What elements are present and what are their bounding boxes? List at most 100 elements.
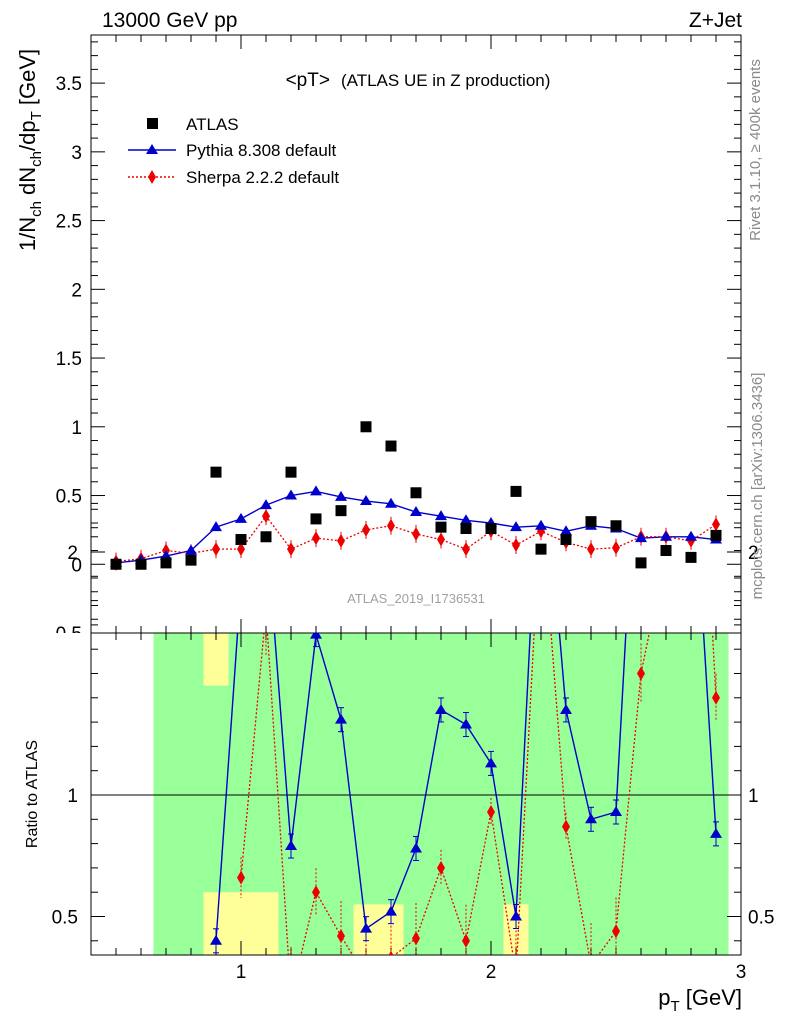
atlas-point: [260, 531, 272, 543]
ratio-tick-label-right: 2: [748, 543, 759, 564]
pythia-point: [285, 489, 297, 500]
band-green-7: [328, 633, 354, 955]
atlas-point: [110, 558, 122, 570]
x-tick-label: 2: [486, 962, 497, 983]
pythia-point: [335, 490, 347, 501]
pythia-point: [435, 510, 447, 521]
atlas-point: [435, 521, 447, 533]
y-tick-label: 1: [71, 418, 82, 439]
pythia-point: [310, 485, 322, 496]
band-green-20: [653, 633, 679, 955]
ratio-pythia-point: [510, 910, 522, 921]
legend-label-atlas: ATLAS: [186, 115, 239, 134]
header-left: 13000 GeV pp: [102, 9, 237, 32]
ratio-pythia-point: [335, 713, 347, 724]
mcplots-source-label: mcplots.cern.ch [arXiv:1306.3436]: [749, 373, 766, 600]
ratio-pythia-point: [385, 905, 397, 916]
ratio-y-axis-label: Ratio to ATLAS: [24, 740, 41, 848]
atlas-point: [285, 466, 297, 478]
band-green-19: [628, 633, 654, 955]
pythia-point: [235, 512, 247, 523]
atlas-point: [360, 421, 372, 433]
ratio-sherpa-point: [587, 958, 595, 972]
legend-marker-atlas: [147, 118, 158, 129]
atlas-point: [535, 543, 547, 555]
sherpa-point: [312, 531, 320, 546]
atlas-point: [135, 558, 147, 570]
ratio-pythia-point: [210, 934, 222, 945]
band-green-14: [503, 633, 529, 905]
ratio-pythia-point: [585, 813, 597, 824]
ratio-sherpa-point: [437, 860, 445, 875]
atlas-point: [385, 440, 397, 452]
legend-label-pythia: Pythia 8.308 default: [186, 141, 337, 160]
ratio-tick-label: 0.5: [52, 908, 78, 929]
atlas-point: [585, 516, 597, 528]
ratio-pythia-point: [710, 827, 722, 838]
atlas-point: [335, 505, 347, 517]
ratio-data-series: [210, 412, 722, 984]
sherpa-point: [512, 538, 520, 553]
chart-subtitle: (ATLAS UE in Z production): [341, 71, 550, 90]
atlas-point: [410, 487, 422, 499]
band-green-16: [553, 633, 579, 955]
atlas-point: [210, 466, 222, 478]
atlas-point: [485, 523, 497, 535]
ratio-tick-label: 2: [67, 543, 78, 564]
atlas-point: [510, 485, 522, 497]
sherpa-point: [212, 542, 220, 557]
y-tick-label-clipped: −0.5: [44, 624, 82, 645]
atlas-point: [235, 534, 247, 546]
sherpa-point: [587, 542, 595, 557]
chart-title-main: <pT>: [286, 70, 330, 91]
ratio-sherpa-point: [237, 870, 245, 885]
ratio-pythia-point: [485, 757, 497, 768]
x-tick-label: 1: [236, 962, 247, 983]
band-green-12: [453, 633, 479, 955]
ratio-sherpa-point: [512, 968, 520, 982]
y-axis-label: 1/Nch dNch/dpT [GeV]: [15, 49, 45, 251]
atlas-point: [685, 551, 697, 563]
atlas-point: [560, 534, 572, 546]
ratio-sherpa-point: [412, 931, 420, 946]
pythia-point: [660, 530, 672, 541]
legend-label-sherpa: Sherpa 2.2.2 default: [186, 168, 339, 187]
band-green-22: [703, 633, 729, 955]
band-green-15: [528, 633, 554, 955]
y-tick-label: 2.5: [56, 212, 82, 233]
ratio-pythia-point: [310, 633, 322, 639]
sherpa-point: [337, 533, 345, 548]
band-green-18: [603, 633, 629, 955]
band-green-21: [678, 633, 704, 955]
atlas-point: [460, 523, 472, 535]
ratio-pythia-point: [360, 922, 372, 933]
pythia-point: [510, 521, 522, 532]
band-green-13: [478, 633, 504, 955]
ratio-sherpa-point: [562, 819, 570, 834]
band-green-4: [253, 633, 279, 893]
ratio-sherpa-point: [612, 924, 620, 939]
ratio-sherpa-point: [487, 805, 495, 820]
sherpa-point: [262, 509, 270, 524]
ratio-pythia-point: [685, 425, 697, 435]
y-tick-label: 2: [71, 280, 82, 301]
ratio-pythia-point: [235, 578, 247, 588]
band-green-17: [578, 633, 604, 955]
ratio-pythia-point: [410, 842, 422, 853]
ratio-pythia-point: [560, 703, 572, 714]
atlas-point: [660, 545, 672, 557]
ratio-sherpa-point: [262, 603, 270, 617]
atlas-point: [610, 520, 622, 532]
pythia-point: [685, 530, 697, 541]
ratio-pythia-point: [610, 806, 622, 817]
band-green-9: [378, 633, 404, 905]
ratio-sherpa-point: [312, 885, 320, 900]
chart-title: <pT> (ATLAS UE in Z production): [286, 70, 551, 91]
pythia-point: [185, 544, 197, 555]
ratio-pythia-point: [535, 412, 547, 422]
legend-marker-pythia: [146, 144, 158, 154]
ratio-sherpa-point: [362, 970, 370, 984]
pythia-point: [385, 497, 397, 508]
pythia-point: [560, 525, 572, 536]
